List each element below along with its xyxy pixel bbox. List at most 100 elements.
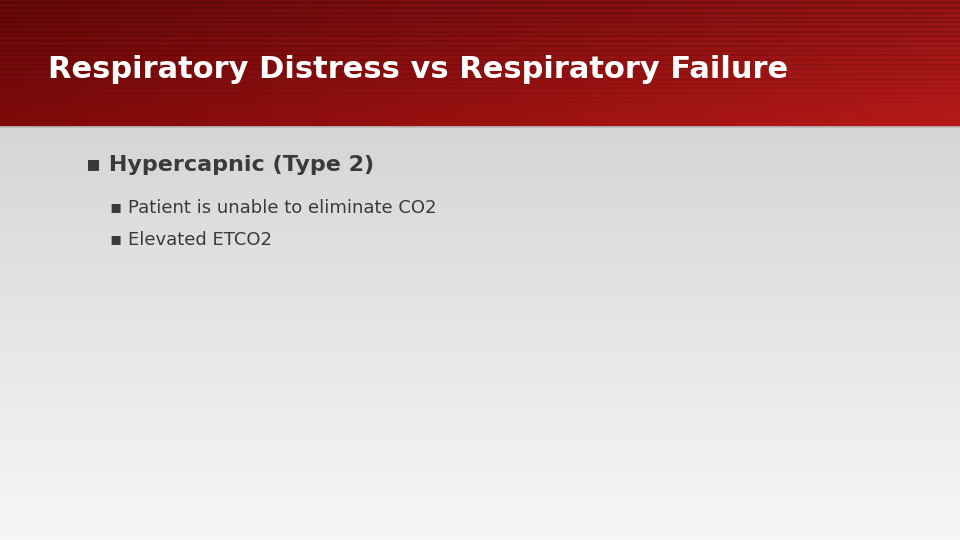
Bar bbox=[0, 248, 960, 250]
Bar bbox=[0, 171, 960, 172]
Bar bbox=[742, 0, 748, 127]
Bar bbox=[948, 0, 952, 127]
Bar bbox=[0, 486, 960, 487]
Bar bbox=[173, 0, 178, 127]
Bar bbox=[957, 0, 960, 127]
Bar bbox=[362, 0, 367, 127]
Bar bbox=[0, 265, 960, 266]
Bar bbox=[199, 0, 204, 127]
Bar bbox=[854, 0, 859, 127]
Bar bbox=[586, 0, 590, 127]
Bar bbox=[0, 294, 960, 295]
Bar bbox=[0, 201, 960, 202]
Bar bbox=[0, 184, 960, 186]
Bar bbox=[0, 15, 960, 17]
Bar bbox=[0, 39, 960, 40]
Bar bbox=[0, 266, 960, 267]
Bar bbox=[483, 0, 489, 127]
Bar bbox=[10, 0, 14, 127]
Bar bbox=[38, 0, 43, 127]
Bar bbox=[0, 430, 960, 431]
Bar bbox=[0, 470, 960, 472]
Bar bbox=[0, 172, 960, 173]
Bar bbox=[32, 0, 37, 127]
Bar bbox=[672, 0, 677, 127]
Bar bbox=[291, 0, 297, 127]
Bar bbox=[0, 269, 960, 271]
Bar bbox=[835, 0, 840, 127]
Bar bbox=[0, 98, 960, 100]
Bar bbox=[806, 0, 811, 127]
Bar bbox=[708, 0, 712, 127]
Bar bbox=[0, 192, 960, 194]
Bar bbox=[857, 0, 863, 127]
Bar bbox=[416, 0, 421, 127]
Bar bbox=[0, 42, 960, 43]
Bar bbox=[0, 206, 960, 207]
Bar bbox=[0, 183, 960, 185]
Bar bbox=[160, 0, 165, 127]
Bar bbox=[0, 286, 960, 288]
Bar bbox=[339, 0, 345, 127]
Bar bbox=[896, 0, 901, 127]
Bar bbox=[0, 156, 960, 158]
Bar bbox=[147, 0, 153, 127]
Bar bbox=[938, 0, 943, 127]
Bar bbox=[871, 0, 876, 127]
Text: ▪ Elevated ETCO2: ▪ Elevated ETCO2 bbox=[110, 231, 273, 249]
Bar bbox=[0, 429, 960, 430]
Bar bbox=[0, 529, 960, 531]
Bar bbox=[0, 402, 960, 404]
Bar bbox=[0, 521, 960, 522]
Bar bbox=[0, 245, 960, 247]
Bar bbox=[535, 0, 540, 127]
Bar bbox=[60, 0, 66, 127]
Bar bbox=[0, 328, 960, 329]
Bar bbox=[0, 345, 960, 347]
Bar bbox=[0, 293, 960, 294]
Bar bbox=[464, 0, 469, 127]
Bar bbox=[314, 0, 319, 127]
Bar bbox=[0, 130, 960, 131]
Bar bbox=[400, 0, 405, 127]
Bar bbox=[723, 0, 729, 127]
Bar bbox=[790, 0, 796, 127]
Bar bbox=[0, 214, 960, 215]
Bar bbox=[934, 0, 940, 127]
Bar bbox=[384, 0, 389, 127]
Bar bbox=[0, 382, 960, 384]
Bar bbox=[298, 0, 302, 127]
Bar bbox=[461, 0, 466, 127]
Text: ▪ Patient is unable to eliminate CO2: ▪ Patient is unable to eliminate CO2 bbox=[110, 199, 437, 217]
Bar bbox=[0, 226, 960, 227]
Bar bbox=[0, 456, 960, 457]
Bar bbox=[0, 45, 960, 47]
Bar bbox=[0, 319, 960, 320]
Bar bbox=[928, 0, 933, 127]
Bar bbox=[0, 90, 960, 91]
Bar bbox=[0, 474, 960, 475]
Bar bbox=[0, 411, 960, 413]
Bar bbox=[787, 0, 792, 127]
Bar bbox=[0, 398, 960, 400]
Bar bbox=[0, 54, 960, 56]
Bar bbox=[0, 51, 960, 53]
Bar bbox=[381, 0, 386, 127]
Bar bbox=[0, 255, 960, 257]
Bar bbox=[0, 424, 960, 426]
Bar bbox=[0, 222, 960, 224]
Bar bbox=[0, 303, 960, 305]
Bar bbox=[0, 333, 960, 334]
Bar bbox=[0, 200, 960, 201]
Bar bbox=[0, 40, 960, 42]
Bar bbox=[326, 0, 331, 127]
Bar bbox=[832, 0, 837, 127]
Bar bbox=[0, 174, 960, 176]
Bar bbox=[0, 132, 960, 134]
Bar bbox=[0, 291, 960, 292]
Bar bbox=[247, 0, 252, 127]
Bar bbox=[0, 471, 960, 473]
Bar bbox=[0, 483, 960, 484]
Bar bbox=[0, 14, 960, 15]
Bar bbox=[0, 238, 960, 239]
